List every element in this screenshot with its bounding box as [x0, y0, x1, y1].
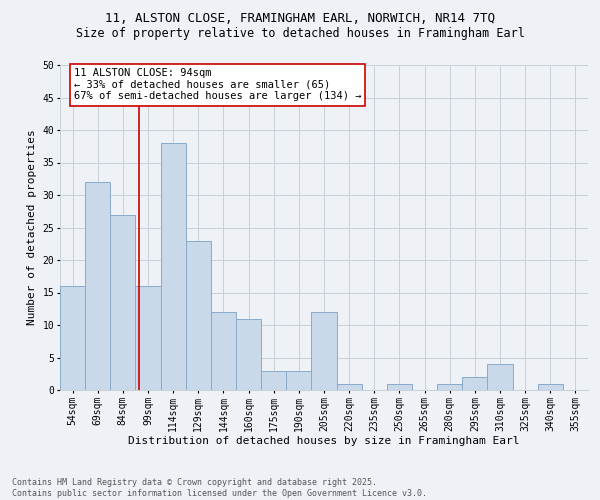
- Bar: [538, 384, 563, 390]
- Bar: [311, 312, 337, 390]
- Bar: [110, 214, 136, 390]
- Bar: [437, 384, 462, 390]
- Bar: [186, 240, 211, 390]
- Bar: [387, 384, 412, 390]
- Text: 11 ALSTON CLOSE: 94sqm
← 33% of detached houses are smaller (65)
67% of semi-det: 11 ALSTON CLOSE: 94sqm ← 33% of detached…: [74, 68, 361, 102]
- Bar: [211, 312, 236, 390]
- Bar: [161, 143, 186, 390]
- Bar: [136, 286, 161, 390]
- X-axis label: Distribution of detached houses by size in Framingham Earl: Distribution of detached houses by size …: [128, 436, 520, 446]
- Bar: [236, 318, 261, 390]
- Bar: [286, 370, 311, 390]
- Y-axis label: Number of detached properties: Number of detached properties: [27, 130, 37, 326]
- Text: Size of property relative to detached houses in Framingham Earl: Size of property relative to detached ho…: [76, 28, 524, 40]
- Bar: [337, 384, 362, 390]
- Bar: [261, 370, 286, 390]
- Bar: [85, 182, 110, 390]
- Text: 11, ALSTON CLOSE, FRAMINGHAM EARL, NORWICH, NR14 7TQ: 11, ALSTON CLOSE, FRAMINGHAM EARL, NORWI…: [105, 12, 495, 26]
- Text: Contains HM Land Registry data © Crown copyright and database right 2025.
Contai: Contains HM Land Registry data © Crown c…: [12, 478, 427, 498]
- Bar: [487, 364, 512, 390]
- Bar: [60, 286, 85, 390]
- Bar: [462, 377, 487, 390]
